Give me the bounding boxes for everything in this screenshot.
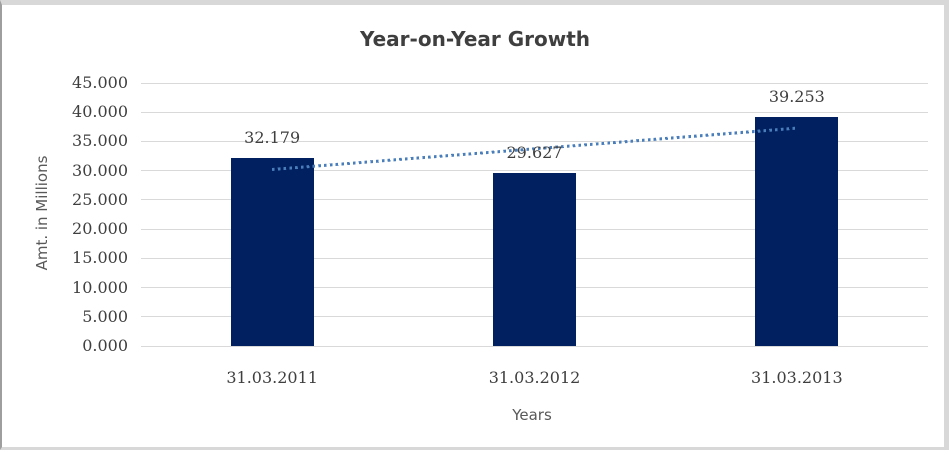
bar [230, 157, 314, 346]
y-tick-label: 20.000 [72, 219, 128, 239]
bar [755, 116, 839, 346]
bar-chart: Year-on-Year Growth Amt. in Millions Yea… [2, 5, 944, 447]
gridline [141, 140, 928, 142]
y-axis-title: Amt. in Millions [33, 155, 51, 271]
y-tick-label: 35.000 [72, 131, 128, 151]
x-tick-label: 31.03.2012 [488, 368, 581, 387]
gridline [141, 82, 928, 84]
bar-value-label: 32.179 [244, 127, 301, 147]
y-tick-label: 10.000 [72, 277, 128, 297]
chart-title: Year-on-Year Growth [359, 27, 591, 51]
x-tick-label: 31.03.2013 [751, 368, 843, 387]
y-tick-label: 25.000 [72, 189, 128, 209]
gridline [141, 345, 928, 347]
y-tick-label: 30.000 [72, 160, 128, 180]
gridline [141, 111, 928, 113]
y-tick-label: 5.000 [82, 306, 128, 326]
gridline [141, 170, 928, 172]
bar [493, 172, 576, 346]
x-tick-label: 31.03.2011 [226, 368, 318, 387]
y-tick-label: 45.000 [72, 73, 128, 92]
bar-value-label: 29.627 [506, 142, 563, 162]
y-tick-label: 15.000 [72, 248, 128, 268]
y-tick-label: 0.000 [82, 336, 128, 355]
y-tick-label: 40.000 [72, 102, 128, 122]
bar-value-label: 39.253 [768, 86, 825, 106]
x-axis-title: Years [512, 406, 552, 424]
